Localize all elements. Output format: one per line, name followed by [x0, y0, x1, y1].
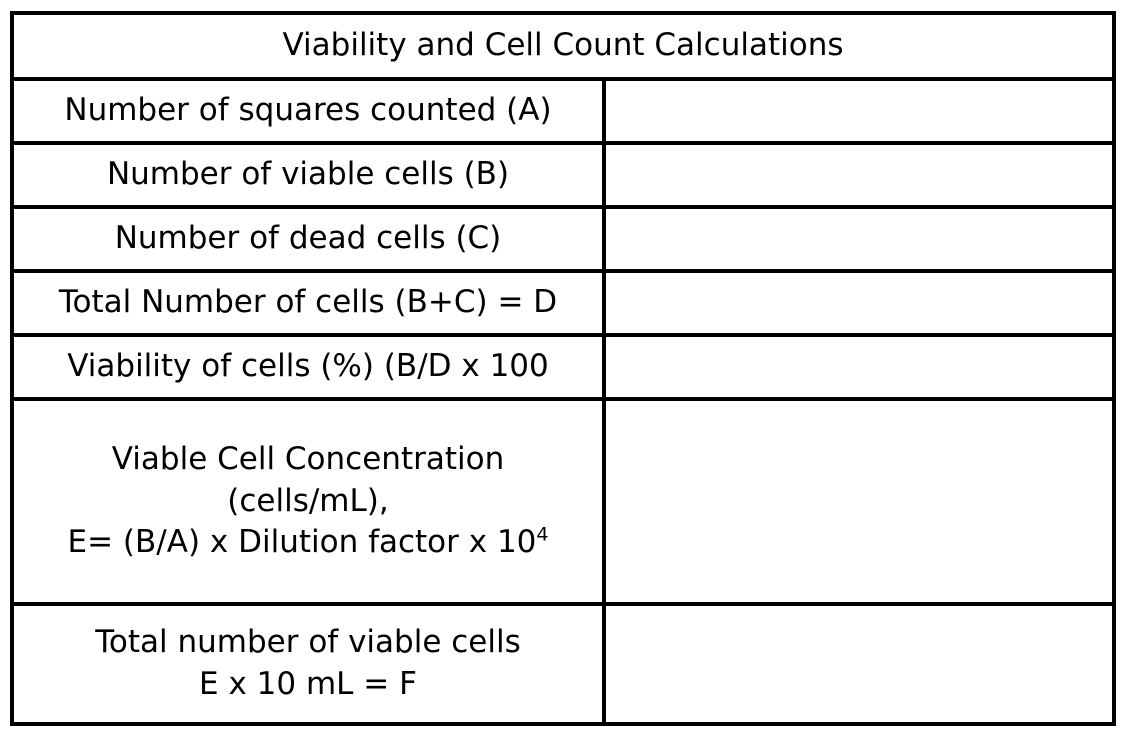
table-row: Viable Cell Concentration (cells/mL), E=…	[12, 399, 1114, 604]
concentration-label-line-1: Viable Cell Concentration	[20, 439, 596, 481]
table-row: Total Number of cells (B+C) = D	[12, 271, 1114, 335]
table-row: Viability of cells (%) (B/D x 100	[12, 335, 1114, 399]
concentration-formula-text: E= (B/A) x Dilution factor x 10	[68, 524, 537, 560]
row-label-total-viable: Total number of viable cells E x 10 mL =…	[12, 604, 604, 724]
concentration-label-line-2: (cells/mL),	[20, 481, 596, 523]
row-value-viable-concentration[interactable]	[604, 399, 1114, 604]
total-viable-label-line-2: E x 10 mL = F	[20, 664, 596, 706]
row-value-squares-counted[interactable]	[604, 79, 1114, 143]
row-label-viable-cells: Number of viable cells (B)	[12, 143, 604, 207]
table-title: Viability and Cell Count Calculations	[12, 13, 1114, 79]
table-row: Number of squares counted (A)	[12, 79, 1114, 143]
concentration-label-line-3: E= (B/A) x Dilution factor x 104	[20, 522, 596, 564]
viability-table-container: Viability and Cell Count Calculations Nu…	[10, 11, 1112, 722]
row-value-viable-cells[interactable]	[604, 143, 1114, 207]
row-value-total-cells[interactable]	[604, 271, 1114, 335]
row-value-viability[interactable]	[604, 335, 1114, 399]
row-label-viability: Viability of cells (%) (B/D x 100	[12, 335, 604, 399]
table-title-row: Viability and Cell Count Calculations	[12, 13, 1114, 79]
table-row: Number of dead cells (C)	[12, 207, 1114, 271]
row-value-dead-cells[interactable]	[604, 207, 1114, 271]
row-label-squares-counted: Number of squares counted (A)	[12, 79, 604, 143]
concentration-exponent: 4	[536, 524, 548, 546]
viability-cell-count-table: Viability and Cell Count Calculations Nu…	[10, 11, 1116, 726]
total-viable-label-line-1: Total number of viable cells	[20, 622, 596, 664]
row-label-dead-cells: Number of dead cells (C)	[12, 207, 604, 271]
row-label-total-cells: Total Number of cells (B+C) = D	[12, 271, 604, 335]
row-value-total-viable[interactable]	[604, 604, 1114, 724]
row-label-viable-concentration: Viable Cell Concentration (cells/mL), E=…	[12, 399, 604, 604]
table-row: Number of viable cells (B)	[12, 143, 1114, 207]
table-row: Total number of viable cells E x 10 mL =…	[12, 604, 1114, 724]
